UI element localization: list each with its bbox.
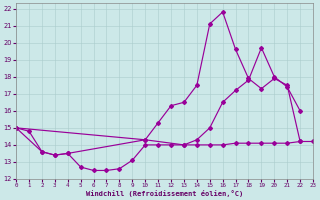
X-axis label: Windchill (Refroidissement éolien,°C): Windchill (Refroidissement éolien,°C) [86,190,243,197]
